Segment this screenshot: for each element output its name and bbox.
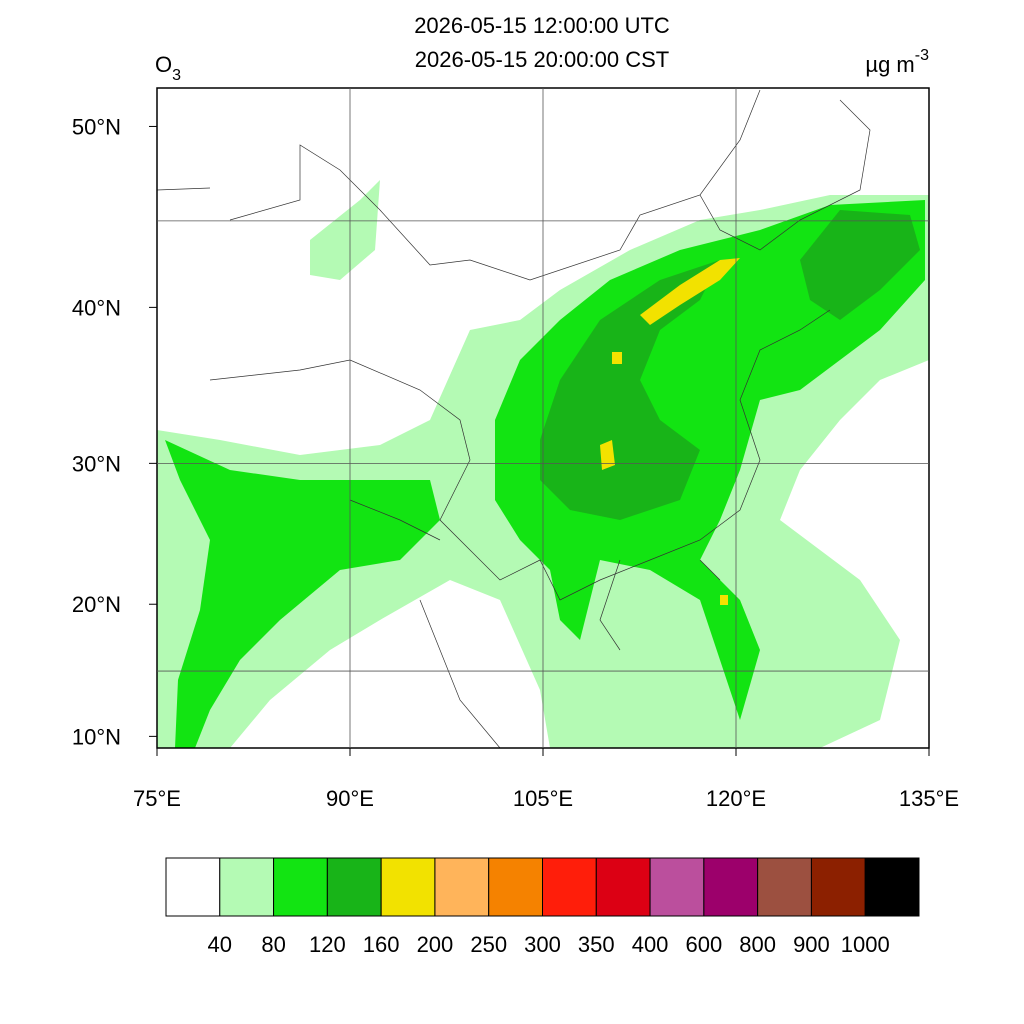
- colorbar-label: 120: [309, 932, 346, 957]
- y-tick-label: 20°N: [72, 592, 121, 617]
- y-tick-label: 50°N: [72, 114, 121, 139]
- level-160: [640, 258, 740, 325]
- y-tick-label: 10°N: [72, 724, 121, 749]
- colorbar-label: 350: [578, 932, 615, 957]
- y-tick-label: 30°N: [72, 451, 121, 476]
- colorbar-box: [757, 857, 812, 917]
- variable-label: O3: [155, 52, 181, 84]
- colorbar-box: [703, 857, 759, 917]
- colorbar-label: 800: [739, 932, 776, 957]
- units-label: µg m-3: [865, 47, 929, 77]
- colorbar-box: [488, 857, 544, 917]
- colorbar-box: [219, 857, 275, 917]
- level-80: [165, 440, 440, 748]
- x-tick-label: 120°E: [706, 786, 766, 811]
- country-borders: [157, 89, 871, 748]
- colorbar-label: 300: [524, 932, 561, 957]
- variable-subscript: 3: [172, 67, 181, 84]
- colorbar-label: 40: [208, 932, 232, 957]
- colorbar-box: [595, 857, 651, 917]
- colorbar-label: 600: [685, 932, 722, 957]
- colorbar-box: [864, 857, 920, 917]
- title-line: 2026-05-15 12:00:00 UTC: [414, 13, 670, 38]
- level-120: [800, 210, 920, 320]
- colorbar-box: [380, 857, 436, 917]
- units-superscript: -3: [915, 47, 929, 64]
- level-120: [540, 260, 720, 520]
- colorbar-label: 250: [470, 932, 507, 957]
- y-tick-label: 40°N: [72, 295, 121, 320]
- colorbar-box: [542, 857, 597, 917]
- colorbar-box: [649, 857, 705, 917]
- colorbar-box: [810, 857, 866, 917]
- level-160: [600, 440, 615, 470]
- x-tick-label: 135°E: [899, 786, 959, 811]
- colorbar-box: [165, 857, 221, 917]
- level-160: [612, 352, 622, 364]
- level-40: [310, 180, 380, 280]
- colorbar-box: [434, 857, 490, 917]
- colorbar-label: 200: [417, 932, 454, 957]
- units-text: µg m: [865, 52, 914, 77]
- colorbar-label: 1000: [841, 932, 890, 957]
- title-line: 2026-05-15 20:00:00 CST: [415, 47, 669, 72]
- colorbar-label: 900: [793, 932, 830, 957]
- colorbar-label: 80: [261, 932, 285, 957]
- colorbar-box: [326, 857, 382, 917]
- colorbar-label: 400: [632, 932, 669, 957]
- x-tick-label: 90°E: [326, 786, 374, 811]
- variable-name: O: [155, 52, 172, 77]
- colorbar-box: [273, 857, 328, 917]
- colorbar-label: 160: [363, 932, 400, 957]
- level-160: [720, 595, 728, 605]
- x-tick-label: 75°E: [133, 786, 181, 811]
- x-tick-label: 105°E: [513, 786, 573, 811]
